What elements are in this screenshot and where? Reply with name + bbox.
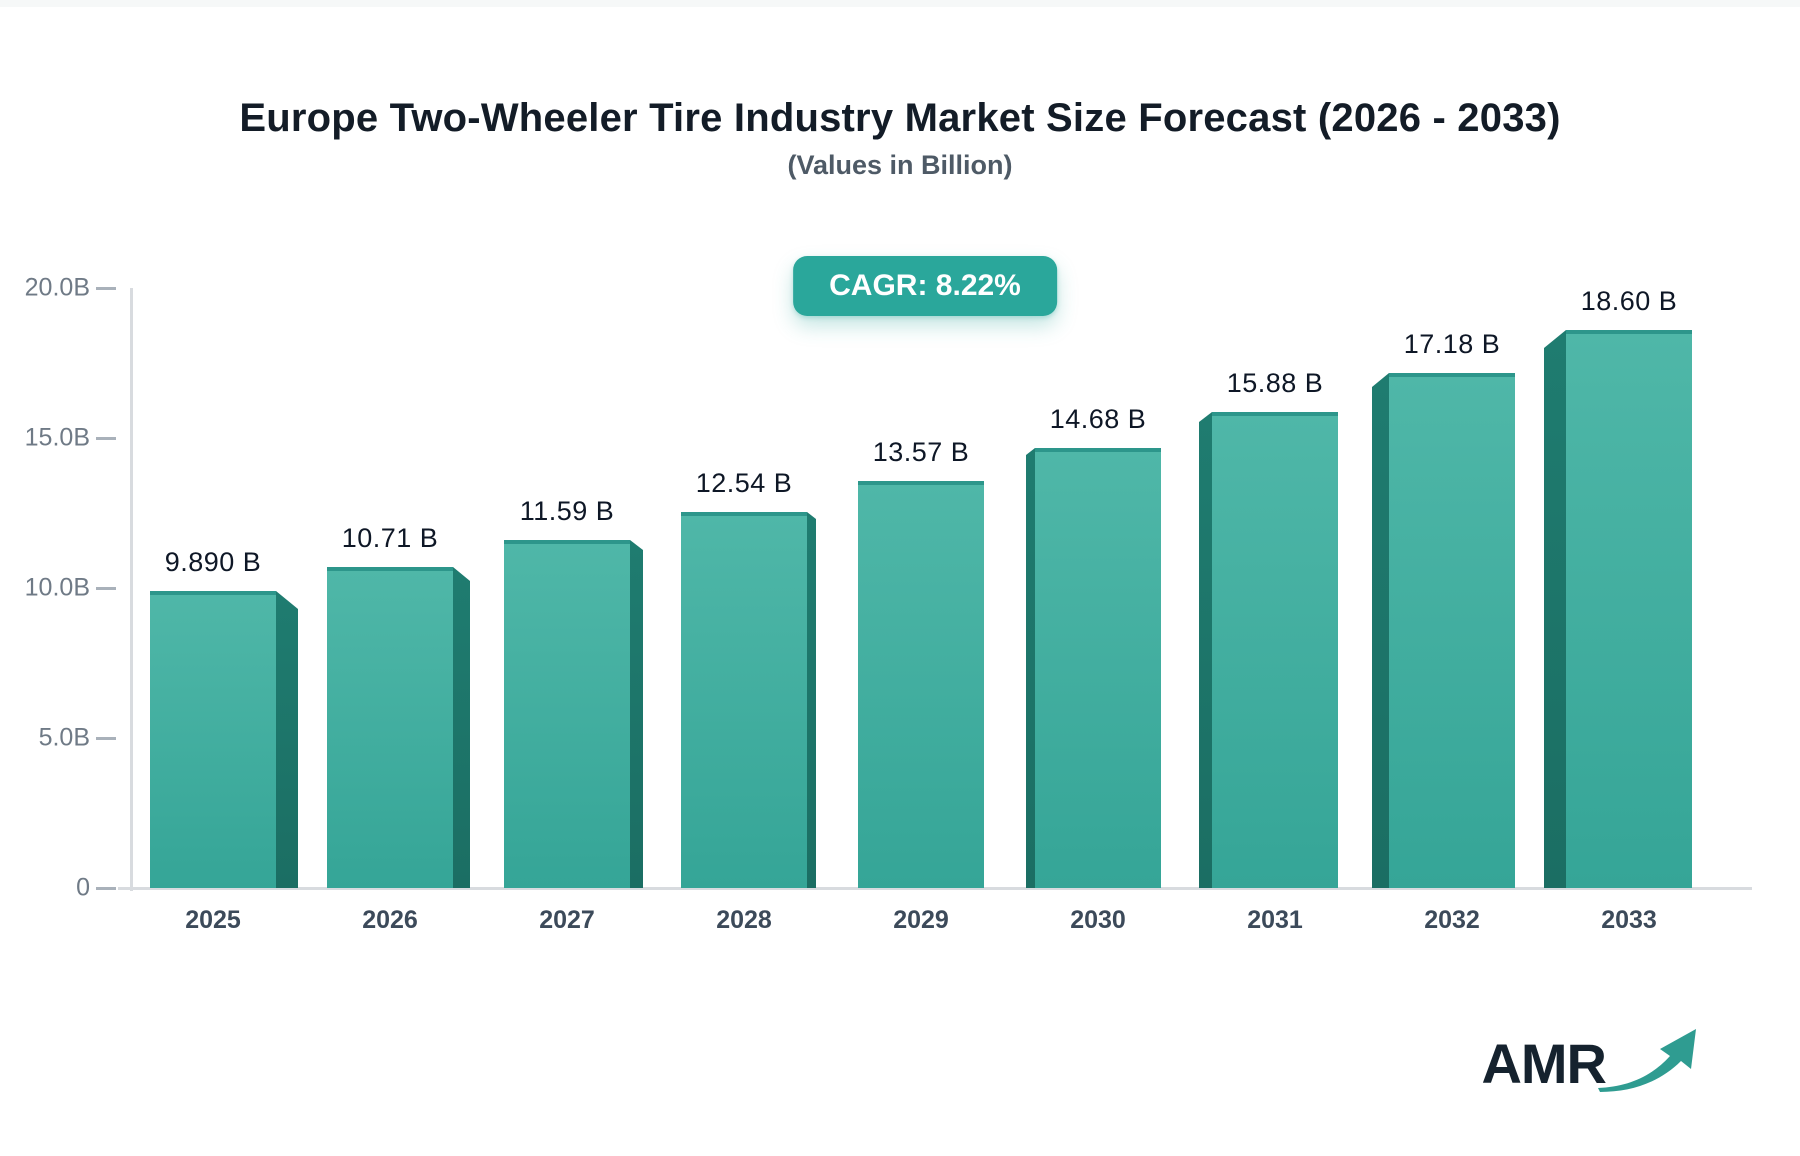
chart-title: Europe Two-Wheeler Tire Industry Market … <box>239 96 1561 140</box>
x-axis-label-2026: 2026 <box>362 906 418 934</box>
bar-value-label-2026: 10.71 B <box>341 523 439 553</box>
amr-logo: AMR <box>1481 1022 1700 1097</box>
x-axis-label-2031: 2031 <box>1247 906 1303 934</box>
y-tick-dash <box>96 287 116 290</box>
amr-logo-text: AMR <box>1481 1032 1607 1095</box>
x-axis-label-2029: 2029 <box>893 906 949 934</box>
y-axis-tick-label: 5.0B <box>38 723 90 752</box>
bar-value-label-2025: 9.890 B <box>164 547 262 577</box>
bar-2030 <box>1035 448 1161 888</box>
cagr-badge: CAGR: 8.22% <box>793 256 1057 316</box>
bar-2033 <box>1566 330 1692 888</box>
x-axis-label-2033: 2033 <box>1601 906 1657 934</box>
x-axis-label-2030: 2030 <box>1070 906 1126 934</box>
y-tick-dash <box>96 737 116 740</box>
bar-value-label-2030: 14.68 B <box>1049 404 1147 434</box>
bar-side-face-2027 <box>630 540 643 888</box>
y-tick-dash <box>96 587 116 590</box>
x-axis-label-2028: 2028 <box>716 906 772 934</box>
bar-2025 <box>150 591 276 888</box>
bar-value-label-2033: 18.60 B <box>1580 286 1678 316</box>
y-axis-tick-label: 10.0B <box>24 573 90 602</box>
growth-arrow-icon <box>1596 1026 1700 1097</box>
bar-side-face-2025 <box>276 591 298 888</box>
bar-side-face-2030 <box>1026 448 1035 888</box>
bar-side-face-2033 <box>1544 330 1566 888</box>
bar-2031 <box>1212 412 1338 888</box>
bar-value-label-2029: 13.57 B <box>872 437 970 467</box>
bar-2027 <box>504 540 630 888</box>
bar-side-face-2028 <box>807 512 816 888</box>
x-axis-label-2032: 2032 <box>1424 906 1480 934</box>
bar-2029 <box>858 481 984 888</box>
bar-value-label-2032: 17.18 B <box>1403 329 1501 359</box>
y-axis-tick-label: 0 <box>76 873 90 902</box>
bar-value-label-2031: 15.88 B <box>1226 368 1324 398</box>
x-axis-label-2027: 2027 <box>539 906 595 934</box>
y-axis-tick-label: 20.0B <box>24 273 90 302</box>
bar-side-face-2031 <box>1199 412 1212 888</box>
y-tick-dash <box>96 887 116 890</box>
bar-2026 <box>327 567 453 888</box>
x-baseline <box>118 887 1752 890</box>
bar-2032 <box>1389 373 1515 888</box>
bar-value-label-2027: 11.59 B <box>519 496 615 526</box>
chart-subtitle: (Values in Billion) <box>787 150 1013 180</box>
y-tick-dash <box>96 437 116 440</box>
x-axis-label-2025: 2025 <box>185 906 241 934</box>
bar-side-face-2026 <box>453 567 470 888</box>
bar-side-face-2032 <box>1372 373 1389 888</box>
bar-value-label-2028: 12.54 B <box>695 468 793 498</box>
bar-2028 <box>681 512 807 888</box>
page-top-border <box>0 0 1800 7</box>
y-axis-tick-label: 15.0B <box>24 423 90 452</box>
y-axis-line <box>130 288 133 891</box>
